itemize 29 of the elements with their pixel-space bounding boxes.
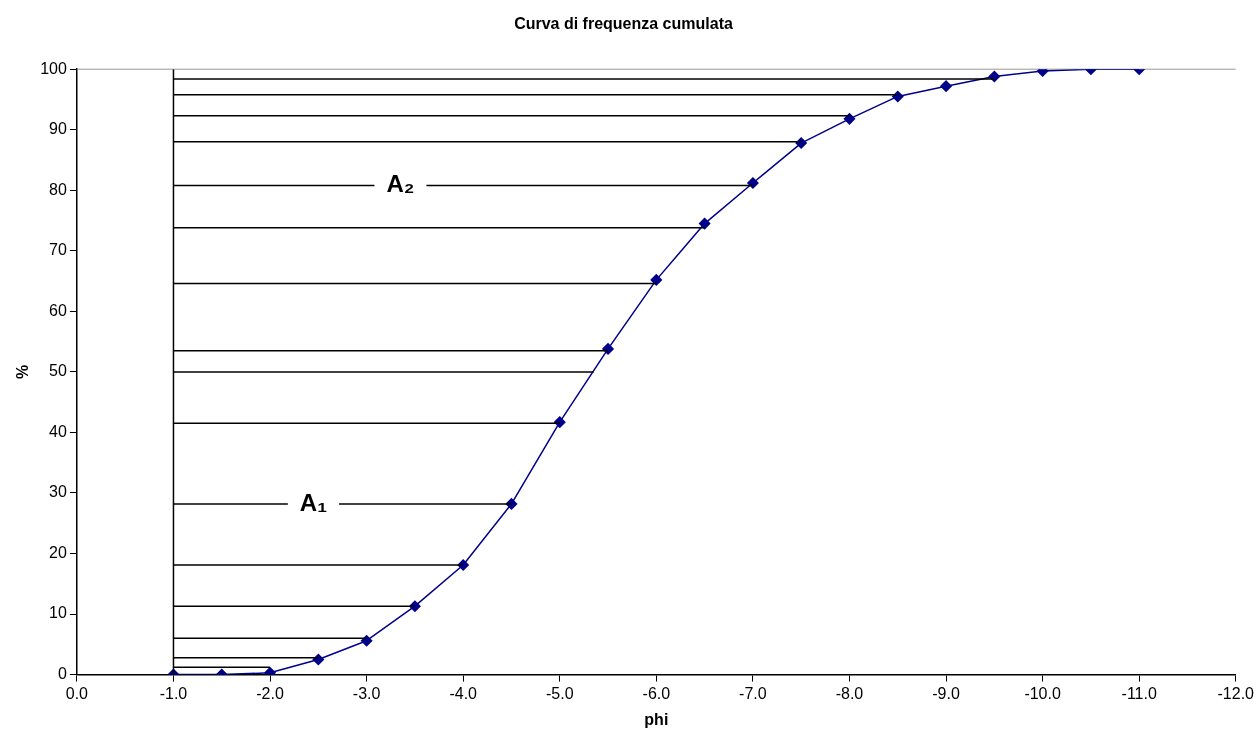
- y-tick-label: 30: [49, 483, 67, 501]
- y-tick-label: 90: [49, 120, 67, 138]
- x-tick-label: -8.0: [835, 684, 864, 702]
- y-tick-label: 50: [49, 362, 67, 380]
- y-tick-label: 0: [57, 665, 67, 683]
- y-tick-label: 80: [49, 180, 67, 198]
- chart-title: Curva di frequenza cumulata: [514, 15, 733, 33]
- y-tick-label: 60: [49, 301, 67, 319]
- x-tick-label: -7.0: [739, 684, 767, 702]
- x-tick-label: -1.0: [159, 684, 188, 702]
- x-axis-title: phi: [644, 710, 669, 728]
- x-tick-label: -3.0: [352, 684, 381, 702]
- x-tick-label: -2.0: [256, 684, 284, 702]
- y-tick-label: 10: [49, 604, 67, 622]
- x-tick-label: 0.0: [65, 684, 89, 702]
- x-tick-label: -10.0: [1024, 684, 1061, 702]
- y-tick-label: 40: [49, 422, 67, 440]
- annotation: A₂: [386, 170, 415, 198]
- x-tick-label: -6.0: [642, 684, 671, 702]
- y-axis-title: %: [14, 364, 32, 380]
- x-tick-label: -11.0: [1121, 684, 1157, 702]
- x-tick-label: -5.0: [545, 684, 574, 702]
- x-tick-label: -9.0: [932, 684, 960, 702]
- annotation: A₁: [299, 488, 328, 516]
- x-tick-label: -12.0: [1217, 684, 1255, 702]
- y-tick-label: 100: [40, 59, 67, 77]
- x-tick-label: -4.0: [449, 684, 478, 702]
- y-tick-label: 20: [49, 543, 67, 561]
- y-tick-label: 70: [49, 241, 67, 259]
